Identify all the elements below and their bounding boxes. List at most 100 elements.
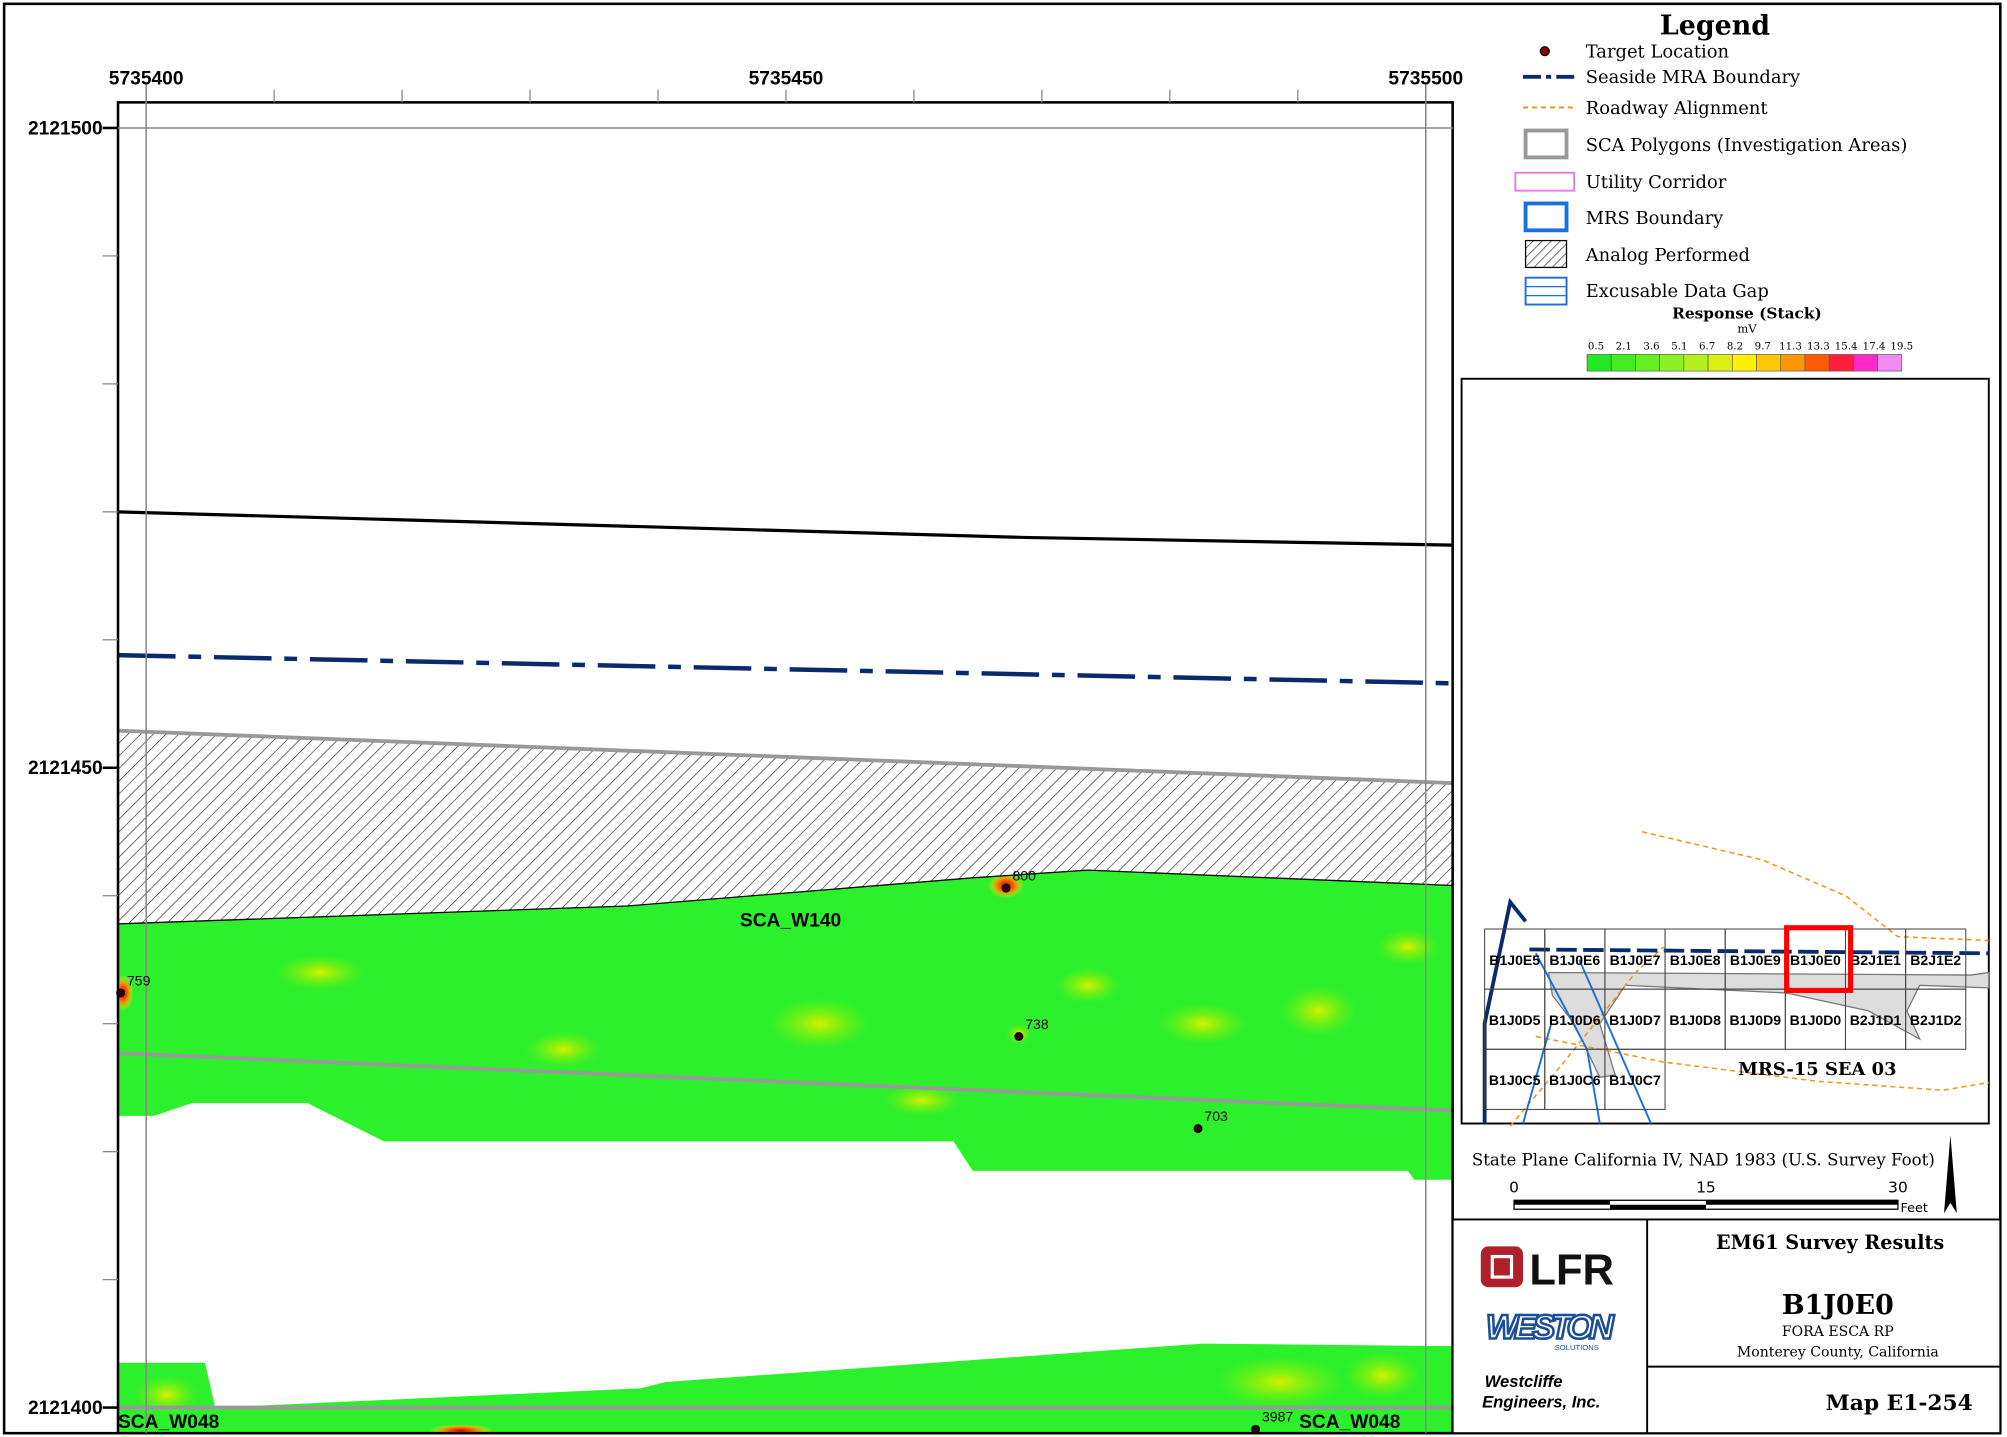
scale-label: 2.1: [1616, 341, 1632, 352]
grid-cell-label: B1J0D0: [1790, 1012, 1842, 1028]
scale-unit: Feet: [1901, 1201, 1928, 1216]
legend-label: MRS Boundary: [1586, 208, 1724, 229]
grid-cell-label: B1J0E5: [1489, 952, 1540, 968]
em61-response-area: [118, 1343, 1453, 1434]
response-unit: mV: [1737, 322, 1757, 336]
north-arrow: [1944, 1135, 1957, 1214]
scale-label: 0.5: [1588, 341, 1604, 352]
response-texture: [118, 872, 1440, 1116]
grid-cell-label: B1J0D9: [1729, 1012, 1781, 1028]
grid-cell-label: B1J0E6: [1549, 952, 1600, 968]
sca-polygon-edge: [118, 728, 1453, 786]
target-location: [1251, 1424, 1261, 1434]
color-swatch: [1610, 354, 1636, 372]
sca-polygon-edge: [118, 1051, 1453, 1113]
grid-cell-label: B1J0D6: [1549, 1012, 1601, 1028]
scale-label: 0: [1509, 1179, 1519, 1197]
map-body: [118, 510, 1453, 1434]
legend-label: Utility Corridor: [1586, 172, 1727, 193]
current-cell-highlight: [1784, 925, 1854, 993]
y-tick-label: 2121500: [28, 118, 103, 139]
grid-cell-label: B1J0E7: [1610, 952, 1661, 968]
x-tick-label: 5735450: [749, 68, 824, 89]
grid-cell-label: B1J0E8: [1670, 952, 1721, 968]
grid-cell-label: B1J0D7: [1609, 1012, 1661, 1028]
target-label: 759: [127, 972, 151, 988]
seaside-mra-boundary: [118, 652, 1453, 686]
target-location: [1014, 1032, 1024, 1041]
legend-label: Roadway Alignment: [1586, 98, 1769, 119]
scale-label: 6.7: [1699, 341, 1715, 352]
area-label: SCA_W048: [118, 1412, 220, 1433]
scale-label: 8.2: [1727, 341, 1743, 352]
mra-boundary: [1529, 947, 1989, 956]
target-symbol: [1539, 46, 1550, 57]
legend-label: Target Location: [1586, 42, 1730, 63]
mrs-symbol: [1523, 201, 1569, 233]
map-number: Map E1-254: [1826, 1391, 1973, 1416]
scale-segment: [1706, 1200, 1898, 1205]
color-swatch: [1756, 354, 1782, 372]
grid-cell-label: B2J1E1: [1850, 952, 1901, 968]
project: FORA ESCA RP: [1782, 1324, 1894, 1340]
legend-label: Seaside MRA Boundary: [1586, 67, 1801, 88]
grid-cell: [1604, 1048, 1666, 1110]
legend-title: Legend: [1660, 11, 1770, 42]
target-location: [1001, 883, 1011, 893]
location: Monterey County, California: [1737, 1344, 1939, 1360]
scale-label: 9.7: [1755, 341, 1771, 352]
logo-lfr: LFR: [1529, 1247, 1614, 1295]
grid-cell-label: B1J0D8: [1669, 1012, 1721, 1028]
color-swatch: [1804, 354, 1830, 372]
legend-label: Analog Performed: [1585, 245, 1750, 266]
target-location: [116, 988, 126, 998]
target-label: 703: [1204, 1108, 1228, 1124]
grid-cell-label: B1J0E9: [1730, 952, 1781, 968]
color-swatch: [1853, 354, 1878, 372]
analog-performed-area: [118, 730, 1453, 925]
title-block: [1451, 1218, 2002, 1435]
grid-cell-label: B1J0C5: [1489, 1072, 1541, 1088]
lfr-logo-mark: [1480, 1246, 1524, 1288]
scale-label: 19.5: [1890, 341, 1913, 352]
mrs-line: [118, 510, 1453, 547]
response-title: Response (Stack): [1672, 305, 1822, 323]
sca-symbol: [1523, 128, 1569, 160]
grid-cell-label: B2J1E2: [1910, 952, 1961, 968]
target-location: [1193, 1124, 1203, 1134]
scale-label: 11.3: [1779, 341, 1802, 352]
scale-label: 30: [1888, 1179, 1908, 1197]
color-swatch: [1731, 354, 1757, 372]
company-name: Engineers, Inc.: [1482, 1393, 1600, 1412]
scale-bar: [1513, 1199, 1899, 1210]
utility-symbol: [1514, 171, 1576, 192]
x-tick-label: 5735400: [109, 68, 184, 89]
title-block-frame: [1451, 1218, 2002, 1435]
gap-symbol: [1524, 276, 1568, 306]
analog-symbol: [1524, 239, 1568, 269]
inset-area-label: MRS-15 SEA 03: [1738, 1059, 1897, 1080]
y-tick-label: 2121400: [28, 1398, 103, 1419]
color-swatch: [1828, 354, 1854, 372]
legend-label: Excusable Data Gap: [1586, 281, 1769, 302]
response-texture: [134, 1352, 1421, 1434]
grid-cell-label: B2J1D2: [1910, 1012, 1962, 1028]
target-label: 3987: [1262, 1409, 1293, 1425]
mrs-boundary: [1578, 959, 1652, 1124]
roadway: [1641, 830, 1989, 942]
scale-label: 5.1: [1671, 341, 1687, 352]
scale-label: 3.6: [1643, 341, 1659, 352]
legend-symbols: [1514, 46, 1576, 306]
scale-label: 13.3: [1807, 341, 1830, 352]
grid-cell-label: B2J1D1: [1850, 1012, 1902, 1028]
grid-cell: [1905, 988, 1967, 1050]
color-swatch: [1635, 354, 1660, 372]
scale-label: 15: [1696, 1179, 1716, 1197]
color-scale: 0.5 2.1 3.6 5.1 6.7 8.2 9.7 11.3 13.3 15.4 17.4 19.…: [1586, 341, 1913, 372]
map-title: EM61 Survey Results: [1716, 1231, 1944, 1254]
inset-grid: B1J0E5 B1J0E6 B1J0E7 B1J0E8 B1J0E9 B1J0E0 B2J1…: [1484, 928, 1967, 1110]
scale-label: 15.4: [1835, 341, 1858, 352]
grid-cell-label: B1J0C7: [1609, 1072, 1661, 1088]
